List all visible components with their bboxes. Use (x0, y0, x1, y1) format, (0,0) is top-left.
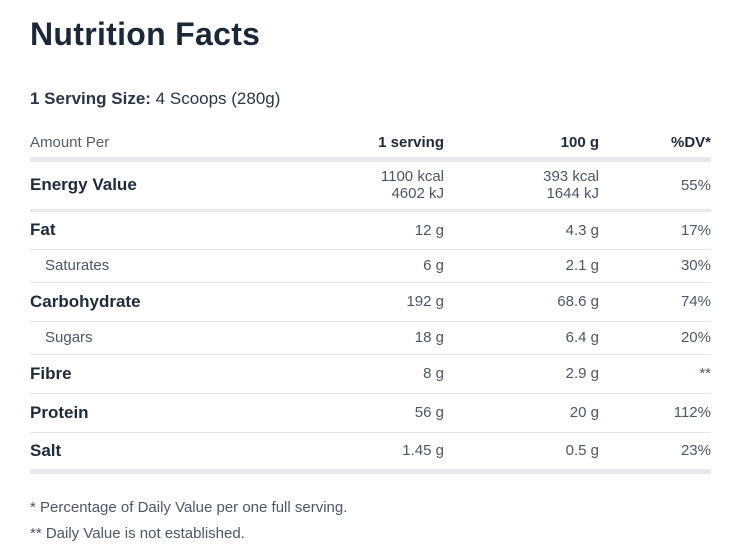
nutrient-name: Energy Value (30, 175, 137, 194)
per100-value: 20 g (569, 404, 599, 421)
per100-value: 68.6 g (557, 293, 599, 310)
header-amount-per: Amount Per (30, 134, 110, 152)
footnote-not-established: ** Daily Value is not established. (30, 525, 245, 542)
per100-value: 2.1 g (565, 257, 599, 274)
per100-value: 2.9 g (565, 365, 599, 382)
nutrient-name: Fat (30, 220, 56, 239)
serving-value: 18 g (414, 329, 444, 346)
serving-value: 12 g (414, 221, 444, 239)
serving-kcal: 1100 kcal (380, 168, 444, 185)
table-row: Sugars 18 g 6.4 g 20% (30, 321, 711, 354)
serving-value: 56 g (414, 404, 444, 421)
table-row: Saturates 6 g 2.1 g 30% (30, 249, 711, 282)
per100-value: 393 kcal 1644 kJ (444, 159, 599, 210)
serving-size: 1 Serving Size: 4 Scoops (280g) (30, 89, 280, 109)
daily-value: 20% (680, 329, 711, 346)
nutrient-name: Salt (30, 440, 62, 460)
daily-value: ** (699, 365, 711, 382)
table-row: Salt 1.45 g 0.5 g 23% (30, 432, 711, 471)
daily-value: 112% (673, 404, 711, 421)
table-row: Carbohydrate 192 g 68.6 g 74% (30, 282, 711, 321)
serving-size-value: 4 Scoops (280g) (155, 89, 281, 108)
daily-value: 74% (680, 293, 711, 310)
table-row: Energy Value 1100 kcal 4602 kJ 393 kcal … (30, 159, 711, 210)
table-row: Fat 12 g 4.3 g 17% (30, 210, 711, 249)
per100-value: 6.4 g (565, 329, 599, 346)
serving-size-label: 1 Serving Size: (30, 89, 151, 108)
table-row: Fibre 8 g 2.9 g ** (30, 354, 711, 393)
per100-kj: 1644 kJ (546, 185, 599, 202)
table-header: Amount Per 1 serving 100 g %DV* (30, 129, 711, 159)
serving-value: 1.45 g (402, 442, 444, 459)
serving-value: 8 g (423, 365, 444, 382)
header-serving: 1 serving (378, 134, 444, 152)
per100-value: 4.3 g (565, 221, 599, 239)
page-title: Nutrition Facts (30, 16, 261, 52)
serving-value: 6 g (423, 257, 444, 274)
header-per-100g: 100 g (560, 134, 599, 152)
per100-kcal: 393 kcal (543, 168, 599, 185)
footnotes: * Percentage of Daily Value per one full… (30, 495, 347, 547)
nutrient-name: Fibre (30, 363, 72, 383)
footnote-daily-value: * Percentage of Daily Value per one full… (30, 499, 348, 516)
daily-value: 55% (680, 176, 711, 194)
daily-value: 30% (680, 257, 711, 274)
daily-value: 17% (680, 221, 711, 239)
header-daily-value: %DV* (670, 134, 711, 152)
nutrient-name: Carbohydrate (30, 291, 141, 311)
nutrient-name: Saturates (45, 257, 110, 274)
nutrient-name: Sugars (45, 329, 93, 346)
per100-value: 0.5 g (565, 442, 599, 459)
table-row: Protein 56 g 20 g 112% (30, 393, 711, 432)
nutrition-table: Amount Per 1 serving 100 g %DV* Energy V… (30, 129, 711, 474)
nutrient-name: Protein (30, 402, 89, 422)
serving-value: 1100 kcal 4602 kJ (316, 159, 444, 210)
serving-value: 192 g (406, 293, 444, 310)
serving-kj: 4602 kJ (391, 185, 444, 202)
daily-value: 23% (680, 442, 711, 459)
